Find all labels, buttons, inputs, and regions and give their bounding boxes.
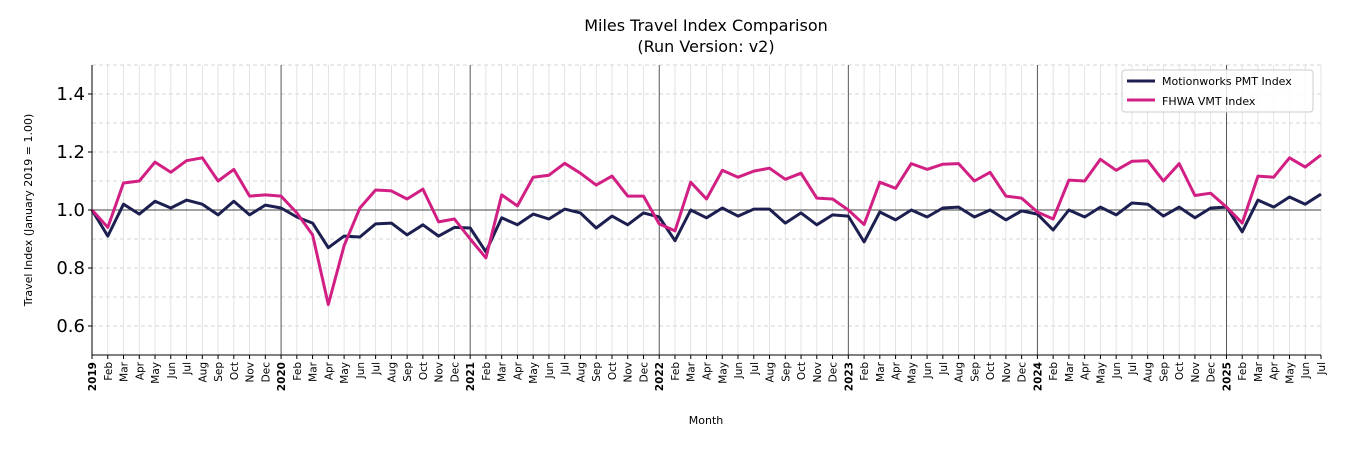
x-tick-label: 2021 xyxy=(465,362,477,391)
x-tick-label: Jul xyxy=(749,362,761,376)
x-tick-label: Feb xyxy=(292,362,304,381)
series-line-fhwa xyxy=(90,153,1322,306)
x-tick-label: Jul xyxy=(1316,362,1328,376)
x-tick-label: Aug xyxy=(765,362,777,383)
x-tick-label: Aug xyxy=(954,362,966,383)
x-tick-label: Aug xyxy=(197,362,209,383)
x-tick-label: Sep xyxy=(213,362,225,382)
x-tick-label: Nov xyxy=(812,362,824,383)
x-tick-label: Mar xyxy=(875,361,887,381)
x-tick-label: Dec xyxy=(260,362,272,383)
x-tick-label: Feb xyxy=(859,362,871,381)
x-tick-label: Oct xyxy=(1174,362,1186,380)
x-tick-label: Mar xyxy=(1253,361,1265,381)
x-tick-label: Nov xyxy=(245,362,257,383)
x-tick-label: Dec xyxy=(1017,362,1029,383)
x-tick-label: Jun xyxy=(166,362,178,379)
x-tick-label: Mar xyxy=(308,361,320,381)
x-tick-label: Sep xyxy=(402,362,414,382)
x-tick-label: Dec xyxy=(638,362,650,383)
series-line-motionworks xyxy=(90,192,1322,254)
y-tick-label: 1.0 xyxy=(56,200,85,221)
chart-subtitle: (Run Version: v2) xyxy=(637,37,774,56)
x-tick-label: Jun xyxy=(1111,362,1123,379)
x-tick-label: Aug xyxy=(1143,362,1155,383)
x-tick-label: Nov xyxy=(623,362,635,383)
y-tick-label: 0.8 xyxy=(56,258,85,279)
x-tick-label: Feb xyxy=(481,362,493,381)
y-tick-label: 0.6 xyxy=(56,316,85,337)
x-tick-label: May xyxy=(339,362,351,384)
x-tick-label: Apr xyxy=(1269,361,1281,380)
x-tick-label: Jun xyxy=(544,362,556,379)
x-tick-label: Feb xyxy=(1048,362,1060,381)
x-tick-label: Jul xyxy=(371,362,383,376)
x-tick-label: Apr xyxy=(134,361,146,380)
x-tick-label: Oct xyxy=(985,362,997,380)
x-tick-label: Apr xyxy=(702,361,714,380)
x-tick-label: Mar xyxy=(119,361,131,381)
x-tick-label: Dec xyxy=(1206,362,1218,383)
x-tick-label: Sep xyxy=(1158,362,1170,382)
x-tick-label: Sep xyxy=(780,362,792,382)
x-tick-label: Nov xyxy=(434,362,446,383)
x-tick-label: May xyxy=(528,362,540,384)
x-tick-label: Aug xyxy=(386,362,398,383)
x-tick-label: Nov xyxy=(1001,362,1013,383)
x-tick-label: Sep xyxy=(969,362,981,382)
x-tick-label: 2025 xyxy=(1221,362,1233,391)
x-tick-label: Feb xyxy=(1237,362,1249,381)
x-tick-label: Aug xyxy=(575,362,587,383)
series-group xyxy=(90,153,1322,306)
x-tick-label: Oct xyxy=(607,362,619,380)
y-axis-label: Travel Index (January 2019 = 1.00) xyxy=(22,114,35,307)
x-tick-label: Apr xyxy=(512,361,524,380)
x-tick-label: Apr xyxy=(323,361,335,380)
x-tick-label: 2023 xyxy=(843,362,855,391)
x-tick-label: 2022 xyxy=(654,362,666,391)
x-tick-label: Apr xyxy=(1080,361,1092,380)
x-tick-label: May xyxy=(906,362,918,384)
x-tick-label: Nov xyxy=(1190,362,1202,383)
x-tick-label: Jul xyxy=(938,362,950,376)
legend-box xyxy=(1121,69,1314,113)
x-tick-label: 2019 xyxy=(87,362,99,391)
x-tick-label: 2020 xyxy=(276,362,288,391)
chart-title: Miles Travel Index Comparison xyxy=(584,16,828,35)
x-tick-label: Mar xyxy=(686,361,698,381)
x-tick-label: Jun xyxy=(922,362,934,379)
legend: Motionworks PMT Index FHWA VMT Index xyxy=(1121,69,1314,113)
x-tick-label: Mar xyxy=(497,361,509,381)
x-tick-label: Feb xyxy=(670,362,682,381)
x-tick-label: Dec xyxy=(828,362,840,383)
x-tick-label: Dec xyxy=(449,362,461,383)
x-axis-label: Month xyxy=(689,414,724,427)
x-tick-label: May xyxy=(1095,362,1107,384)
x-tick-label: Oct xyxy=(229,362,241,380)
x-tick-label: Apr xyxy=(891,361,903,380)
x-tick-label: May xyxy=(1284,362,1296,384)
x-tick-label: Mar xyxy=(1064,361,1076,381)
x-tick-label: Oct xyxy=(418,362,430,380)
x-tick-label: Sep xyxy=(591,362,603,382)
x-tick-label: Jun xyxy=(733,362,745,379)
x-tick-label: Oct xyxy=(796,362,808,380)
x-tick-label: 2024 xyxy=(1032,362,1044,391)
x-tick-label: Jun xyxy=(355,362,367,379)
legend-label-motionworks: Motionworks PMT Index xyxy=(1162,75,1292,88)
x-tick-label: May xyxy=(150,362,162,384)
x-tick-label: Feb xyxy=(103,362,115,381)
x-tick-label: Jul xyxy=(560,362,572,376)
x-tick-label: May xyxy=(717,362,729,384)
x-tick-label: Jul xyxy=(182,362,194,376)
y-tick-label: 1.2 xyxy=(56,142,85,163)
legend-label-fhwa: FHWA VMT Index xyxy=(1162,95,1256,108)
x-tick-label: Jul xyxy=(1127,362,1139,376)
x-tick-label: Jun xyxy=(1300,362,1312,379)
y-tick-label: 1.4 xyxy=(56,84,85,105)
